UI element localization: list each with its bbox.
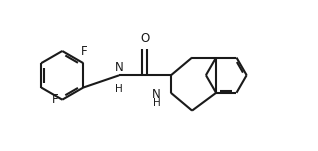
Text: N: N bbox=[115, 61, 123, 74]
Text: O: O bbox=[140, 32, 149, 45]
Text: H: H bbox=[115, 84, 123, 94]
Text: H: H bbox=[153, 98, 161, 108]
Text: N: N bbox=[152, 88, 161, 101]
Text: F: F bbox=[52, 93, 59, 106]
Text: F: F bbox=[81, 45, 88, 58]
